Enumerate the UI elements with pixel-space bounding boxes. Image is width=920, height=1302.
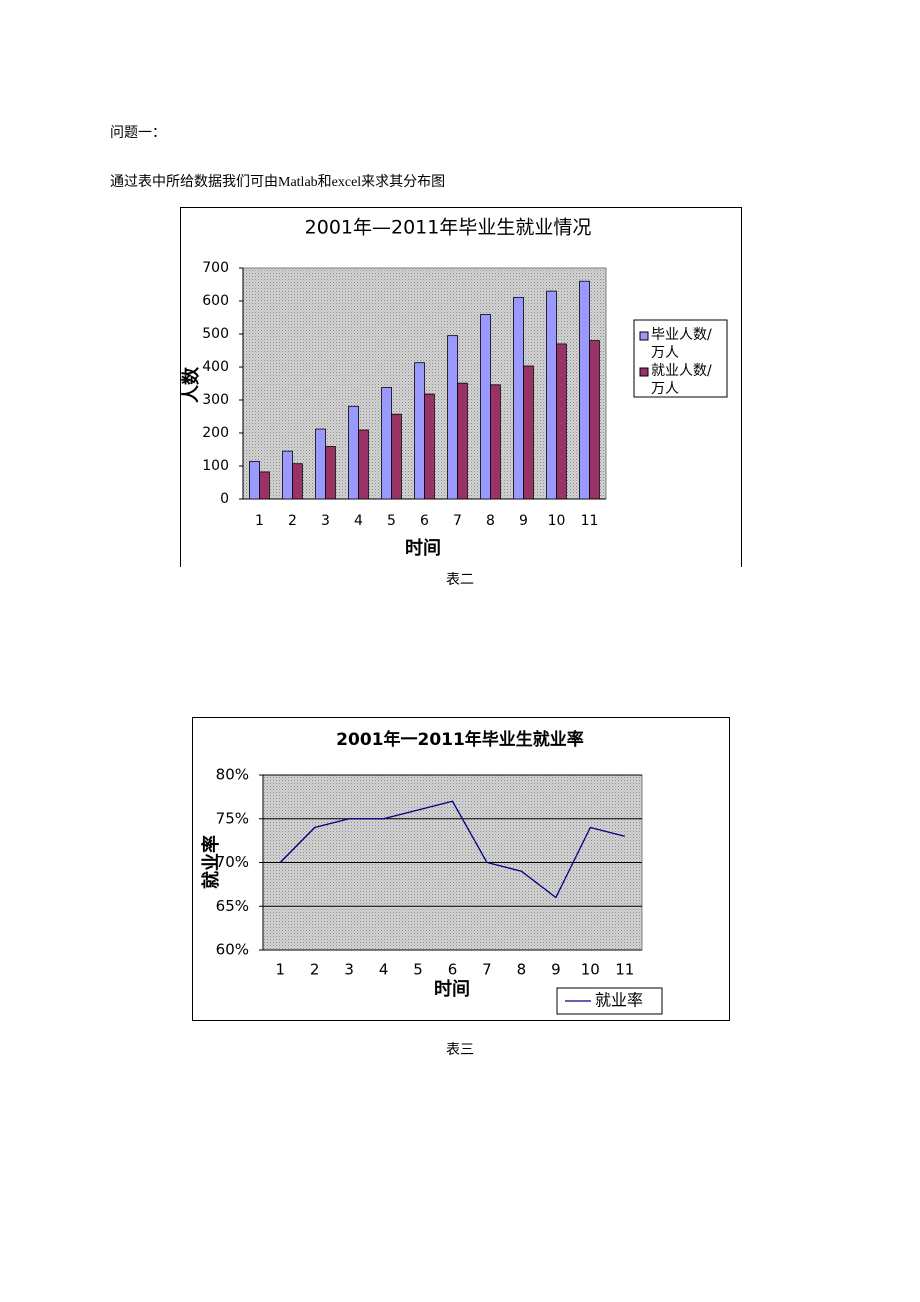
x-tick-label: 10	[548, 513, 566, 529]
bar	[259, 471, 270, 500]
line	[279, 800, 625, 899]
x-tick-label: 5	[387, 513, 396, 529]
bar	[249, 460, 260, 500]
chart-title: 2001年一2011年毕业生就业率	[336, 729, 584, 750]
caption: 表二	[446, 572, 474, 588]
legend-swatch	[639, 331, 649, 341]
x-tick-label: 8	[517, 961, 527, 979]
x-tick-label: 11	[581, 513, 599, 529]
x-tick-label: 1	[255, 513, 264, 529]
x-tick-label: 1	[275, 961, 285, 979]
chart-title: 2001年—2011年毕业生就业情况	[305, 217, 592, 239]
x-tick-label: 7	[482, 961, 492, 979]
y-tick-label: 700	[202, 260, 229, 276]
x-tick-label: 4	[379, 961, 389, 979]
bar	[358, 429, 369, 500]
caption: 表三	[446, 1042, 474, 1058]
bar	[292, 463, 303, 500]
x-tick-label: 11	[615, 961, 634, 979]
bar	[381, 387, 392, 500]
bar	[447, 335, 458, 500]
bar	[391, 413, 402, 500]
y-tick-label: 100	[202, 458, 229, 474]
bar	[579, 280, 590, 500]
bar	[315, 428, 326, 500]
x-tick-label: 6	[448, 961, 458, 979]
bar	[523, 365, 534, 500]
y-axis-label: 人数	[180, 366, 202, 403]
x-tick-label: 8	[486, 513, 495, 529]
chart-frame	[192, 717, 730, 1021]
legend-box	[633, 319, 728, 398]
legend-label: 毕业人数/万人	[651, 327, 712, 361]
chart-frame	[180, 207, 742, 567]
x-axis-label: 时间	[434, 979, 470, 1000]
x-tick-label: 2	[310, 961, 320, 979]
bar	[282, 450, 293, 500]
x-tick-label: 2	[288, 513, 297, 529]
x-tick-label: 3	[321, 513, 330, 529]
legend-label: 就业率	[595, 991, 643, 1010]
x-tick-label: 10	[581, 961, 600, 979]
bar	[556, 343, 567, 500]
legend-entry: 毕业人数/万人	[651, 327, 712, 361]
x-tick-label: 9	[551, 961, 561, 979]
x-tick-label: 4	[354, 513, 363, 529]
bar	[325, 446, 336, 500]
y-tick-label: 300	[202, 392, 229, 408]
x-tick-label: 6	[420, 513, 429, 529]
bar	[546, 290, 557, 500]
y-tick-label: 500	[202, 326, 229, 342]
x-tick-label: 5	[413, 961, 423, 979]
y-tick-label: 0	[220, 491, 229, 507]
bar	[589, 340, 600, 500]
legend-swatch	[639, 367, 649, 377]
y-tick-label: 80%	[216, 766, 249, 784]
y-tick-label: 60%	[216, 941, 249, 959]
y-axis-label: 就业率	[200, 835, 222, 889]
y-tick-label: 400	[202, 359, 229, 375]
bar	[424, 393, 435, 500]
legend-entry: 就业人数/万人	[651, 363, 712, 397]
bar	[513, 296, 524, 500]
x-tick-label: 3	[344, 961, 354, 979]
x-tick-label: 7	[453, 513, 462, 529]
y-tick-label: 600	[202, 293, 229, 309]
bar	[457, 382, 468, 500]
bar	[414, 362, 425, 500]
heading: 问题一：	[110, 125, 166, 141]
bar	[480, 314, 491, 500]
paragraph: 通过表中所给数据我们可由Matlab和excel来求其分布图	[110, 174, 445, 190]
x-tick-label: 9	[519, 513, 528, 529]
x-axis-label: 时间	[405, 538, 441, 559]
y-tick-label: 65%	[216, 897, 249, 915]
y-tick-label: 70%	[216, 853, 249, 871]
legend-label: 就业人数/万人	[651, 363, 712, 397]
y-tick-label: 200	[202, 425, 229, 441]
y-tick-label: 75%	[216, 809, 249, 827]
bar	[348, 405, 359, 500]
bar	[490, 384, 501, 500]
